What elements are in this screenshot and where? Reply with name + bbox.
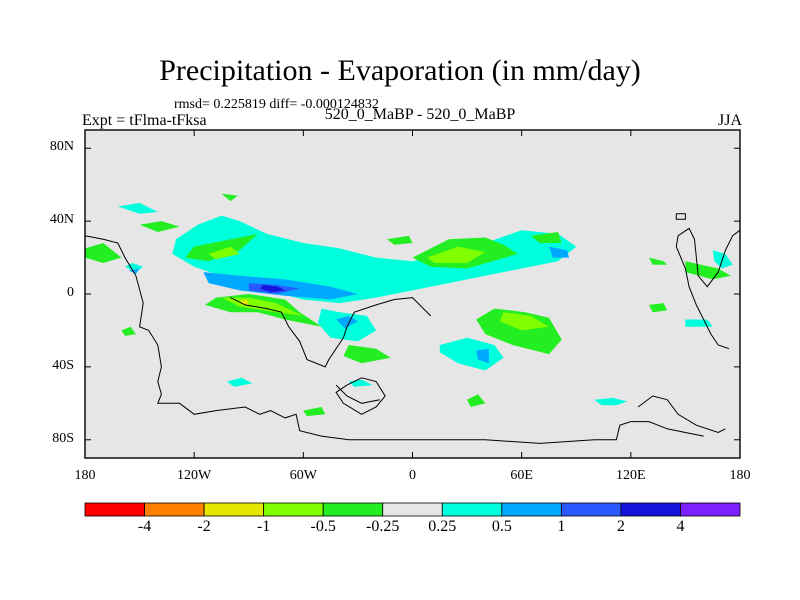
contour-region xyxy=(649,303,668,313)
colorbar-label: 1 xyxy=(557,518,566,535)
contour-region xyxy=(467,394,486,407)
colorbar-swatch xyxy=(680,502,741,517)
map-background xyxy=(85,130,740,458)
coastline xyxy=(675,213,686,220)
colorbar-swatch xyxy=(620,502,681,517)
coastline xyxy=(335,384,380,404)
coastline xyxy=(666,399,726,434)
contour-region xyxy=(530,232,562,243)
colorbar-label: 2 xyxy=(616,518,625,535)
contour-region xyxy=(121,326,136,336)
contour-region xyxy=(343,345,391,364)
contour-region xyxy=(476,308,562,355)
contour-region xyxy=(85,243,122,263)
stats-line: rmsd= 0.225819 diff= -0.000124832 xyxy=(174,97,379,112)
colorbar-label: -2 xyxy=(197,518,211,535)
lat-tick-label: 40N xyxy=(49,212,74,228)
axis-ticks xyxy=(84,130,741,458)
contour-region xyxy=(117,202,158,214)
contour-region xyxy=(259,284,286,293)
lon-tick-label: 60E xyxy=(510,468,533,483)
lon-tick-label: 0 xyxy=(409,468,416,483)
colorbar-swatch xyxy=(501,502,562,517)
colorbar-label: 4 xyxy=(676,518,685,535)
contour-region xyxy=(226,377,253,387)
colorbar-label: -0.25 xyxy=(366,518,400,535)
coastline xyxy=(84,235,704,444)
colorbar-swatch xyxy=(441,502,503,517)
lon-tick-label: 180 xyxy=(729,468,751,483)
contour-region xyxy=(427,246,486,263)
colorbar-label: -4 xyxy=(137,518,152,535)
coastline xyxy=(230,297,432,368)
contour-region xyxy=(476,348,489,364)
contour-region xyxy=(221,193,238,202)
contour-region xyxy=(128,268,140,274)
coastline xyxy=(335,377,386,415)
colorbar-swatch xyxy=(84,502,145,517)
contour-region xyxy=(594,397,628,406)
lon-tick-label: 120W xyxy=(177,468,212,483)
contour-region xyxy=(303,407,326,417)
colorbar-swatch xyxy=(322,502,384,517)
contour-region xyxy=(336,315,358,329)
coastline xyxy=(637,395,668,408)
colorbar-swatch xyxy=(560,502,622,517)
colorbar xyxy=(84,502,741,517)
contour-region xyxy=(185,233,258,262)
colorbar-label: -0.5 xyxy=(310,518,336,535)
lon-tick-label: 60W xyxy=(289,468,317,483)
colorbar-label: 0.25 xyxy=(428,518,457,535)
lon-tick-label: 120E xyxy=(616,468,646,483)
colorbar-swatch xyxy=(144,502,205,517)
colorbar-label: -1 xyxy=(256,518,271,535)
season-label: JJA xyxy=(717,112,742,129)
lon-tick-label: 180 xyxy=(74,468,96,483)
field-layers xyxy=(85,193,733,417)
colorbar-swatch xyxy=(203,502,265,517)
colorbar-swatch xyxy=(382,502,443,517)
lat-tick-label: 80N xyxy=(49,139,74,155)
period-label: 520_0_MaBP - 520_0_MaBP xyxy=(324,106,516,123)
colorbar-label: 0.5 xyxy=(491,518,512,535)
contour-region xyxy=(499,312,549,331)
contour-region xyxy=(139,221,180,232)
lat-tick-label: 80S xyxy=(52,430,74,446)
contour-region xyxy=(649,257,668,265)
colorbar-swatch xyxy=(263,502,324,517)
lat-tick-label: 0 xyxy=(67,285,74,300)
contour-region xyxy=(549,246,569,258)
lat-tick-label: 40S xyxy=(52,357,74,373)
contour-region xyxy=(387,235,413,245)
coastline xyxy=(675,227,741,350)
experiment-label: Expt = tFlma-tFksa xyxy=(82,112,207,129)
contour-region xyxy=(208,246,240,260)
plot-title: Precipitation - Evaporation (in mm/day) xyxy=(159,54,641,87)
coastline-layer xyxy=(84,213,741,444)
